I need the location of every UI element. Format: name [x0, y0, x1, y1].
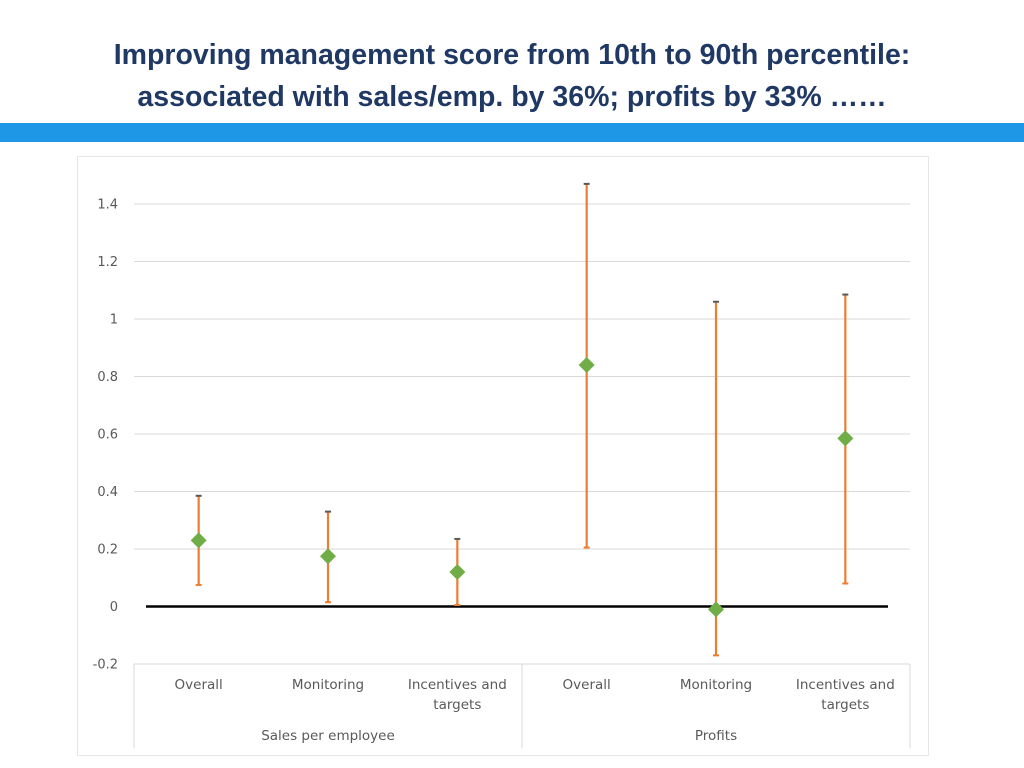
- category-label-line: Incentives and: [796, 677, 895, 693]
- error-bar-chart: -0.2 0 0.2 0.4 0.6 0.8 1 1.2 1.4 Overall Monitorin…: [93, 182, 911, 748]
- category-label-line: Overall: [175, 677, 223, 693]
- y-tick-label: 0.4: [97, 485, 118, 500]
- y-tick-label: 1.4: [97, 198, 118, 213]
- title-divider-band: [0, 123, 1024, 142]
- point-marker: [837, 430, 854, 447]
- point-marker: [708, 601, 724, 618]
- y-tick-label: 0: [110, 600, 118, 615]
- point-marker: [449, 564, 466, 580]
- category-label-line: Overall: [563, 677, 611, 693]
- point-marker: [190, 532, 207, 549]
- chart-area: -0.2 0 0.2 0.4 0.6 0.8 1 1.2 1.4 Overall Monitorin…: [77, 156, 929, 756]
- category-label: Incentives and targets: [796, 677, 895, 713]
- group-label: Profits: [695, 728, 737, 744]
- y-tick-label: -0.2: [93, 658, 118, 673]
- y-tick-label: 0.2: [97, 543, 118, 558]
- group-label: Sales per employee: [261, 728, 395, 744]
- point-marker: [320, 548, 336, 565]
- category-label: Monitoring: [680, 677, 752, 693]
- slide-title: Improving management score from 10th to …: [0, 34, 1024, 118]
- category-label-line: targets: [433, 697, 481, 713]
- y-tick-label: 1: [110, 313, 118, 328]
- category-label-line: Monitoring: [680, 677, 752, 693]
- category-label-line: Monitoring: [292, 677, 364, 693]
- y-tick-label: 1.2: [97, 255, 118, 270]
- y-tick-label: 0.8: [97, 370, 118, 385]
- category-label-line: targets: [821, 697, 869, 713]
- y-tick-label: 0.6: [97, 428, 118, 443]
- point-marker: [578, 357, 595, 373]
- category-label-line: Incentives and: [408, 677, 507, 693]
- category-label: Monitoring: [292, 677, 364, 693]
- category-label: Incentives and targets: [408, 677, 507, 713]
- slide-title-line-1: Improving management score from 10th to …: [113, 39, 911, 71]
- slide-title-line-2: associated with sales/emp. by 36%; profi…: [137, 81, 887, 113]
- category-label: Overall: [563, 677, 611, 693]
- category-label: Overall: [175, 677, 223, 693]
